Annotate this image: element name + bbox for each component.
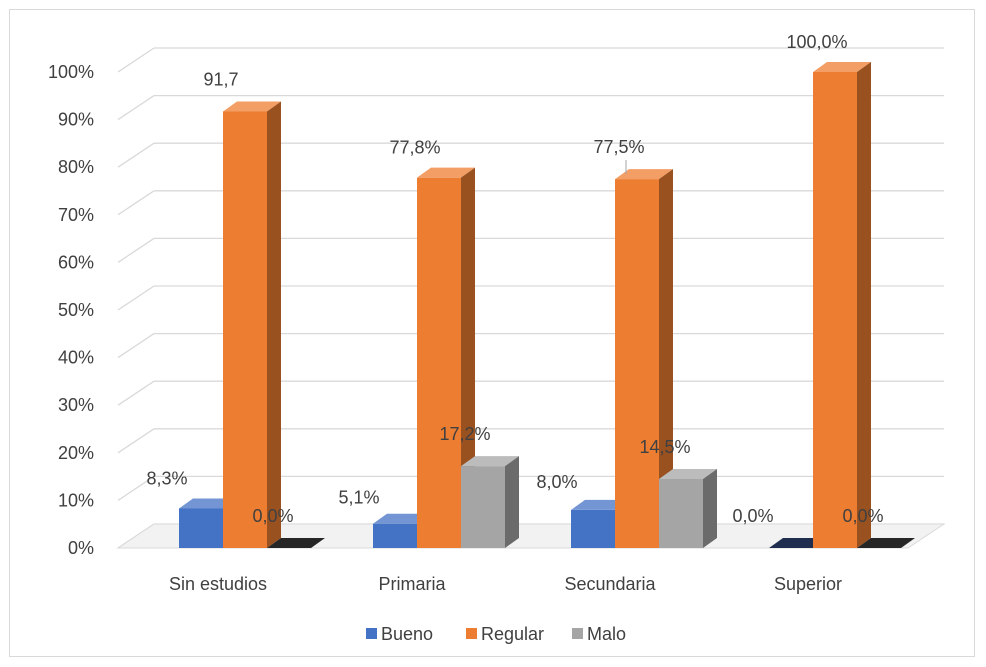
gridline-depth [117, 380, 155, 406]
y-tick-label: 70% [58, 205, 94, 225]
bar-malo [659, 478, 703, 548]
x-category-label: Secundaria [564, 574, 656, 594]
bar-top [223, 101, 281, 112]
bar-side [461, 167, 475, 548]
bar-regular [417, 177, 461, 548]
data-label: 91,7 [203, 70, 238, 90]
bar-side [703, 468, 717, 548]
gridline-depth [117, 333, 155, 359]
bar-regular [813, 72, 857, 548]
data-label: 0,0% [252, 506, 293, 526]
gridline-depth [117, 95, 155, 121]
bar-malo-zero [267, 538, 325, 548]
data-label: 8,3% [146, 468, 187, 488]
legend-label-bueno: Bueno [381, 624, 433, 644]
bar-top [615, 169, 673, 180]
y-tick-label: 60% [58, 252, 94, 272]
y-tick-label: 0% [68, 538, 94, 558]
gridline-depth [117, 237, 155, 263]
y-tick-label: 40% [58, 348, 94, 368]
data-label: 77,8% [389, 138, 440, 158]
bar-bueno [179, 508, 223, 548]
bar-regular [223, 111, 267, 549]
bar-top [179, 498, 237, 509]
y-tick-label: 30% [58, 395, 94, 415]
y-tick-label: 20% [58, 443, 94, 463]
legend-swatch-regular [466, 628, 477, 639]
bar-top [461, 456, 519, 467]
x-category-label: Superior [774, 574, 842, 594]
legend-swatch-bueno [366, 628, 377, 639]
gridline-depth [117, 285, 155, 311]
bar-bueno [571, 509, 615, 548]
bar-side [857, 62, 871, 548]
bar-top [571, 499, 629, 510]
bar-side [659, 169, 673, 548]
data-label: 0,0% [842, 506, 883, 526]
bar-malo [461, 466, 505, 548]
gridline-depth [117, 475, 155, 501]
y-tick-label: 100% [48, 62, 94, 82]
data-label: 17,2% [439, 424, 490, 444]
bar-top [813, 62, 871, 72]
data-label: 0,0% [732, 506, 773, 526]
x-category-label: Sin estudios [169, 574, 267, 594]
legend-label-malo: Malo [587, 624, 626, 644]
gridline-depth [117, 142, 155, 168]
gridline-depth [117, 428, 155, 454]
bar-side [267, 101, 281, 549]
legend-label-regular: Regular [481, 624, 544, 644]
x-category-label: Primaria [378, 574, 446, 594]
data-label: 77,5% [593, 137, 644, 157]
data-label: 100,0% [786, 32, 847, 52]
bar-bueno [373, 523, 417, 548]
bar-malo-zero [857, 538, 915, 548]
data-label: 8,0% [536, 472, 577, 492]
data-label: 5,1% [338, 488, 379, 508]
y-tick-label: 80% [58, 157, 94, 177]
bar-side [505, 456, 519, 548]
bar-top [373, 513, 431, 524]
data-label: 14,5% [639, 437, 690, 457]
y-tick-label: 50% [58, 300, 94, 320]
gridline-depth [117, 47, 155, 73]
bar-bueno-zero [769, 538, 827, 548]
gridline-depth [117, 190, 155, 216]
legend-swatch-malo [572, 628, 583, 639]
y-tick-label: 10% [58, 490, 94, 510]
bar-regular [615, 179, 659, 548]
bar-top [659, 468, 717, 479]
bar-top [417, 167, 475, 178]
y-tick-label: 90% [58, 110, 94, 130]
